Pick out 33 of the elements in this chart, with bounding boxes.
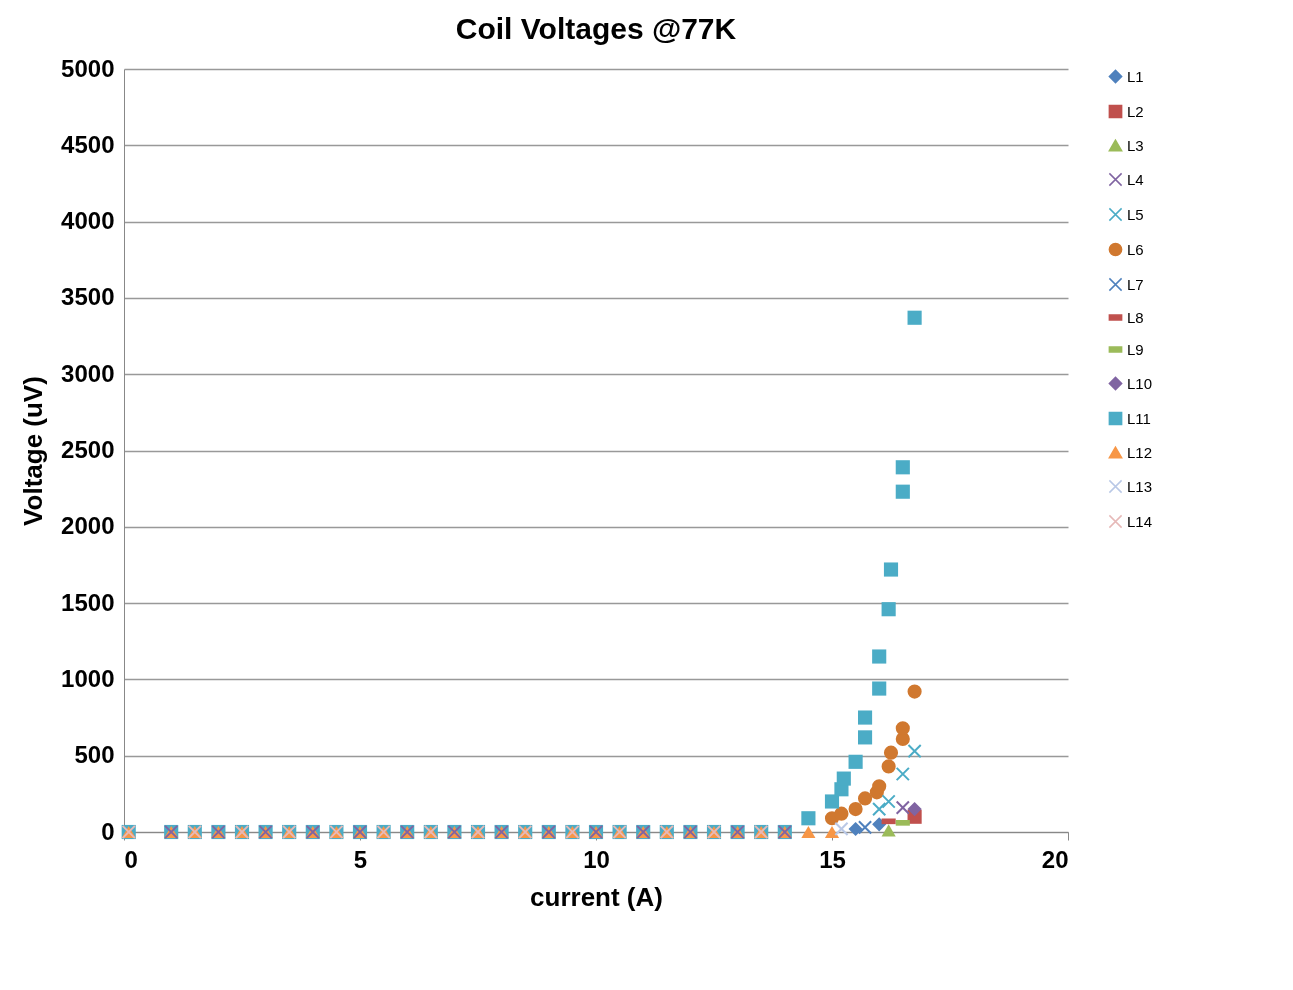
legend-label: L10: [1127, 374, 1153, 392]
legend-label: L4: [1127, 170, 1144, 188]
legend-label: L12: [1127, 443, 1153, 461]
x-tick-label: 5: [353, 845, 368, 873]
y-tick-label: 0: [101, 817, 115, 845]
x-tick-label: 0: [124, 845, 138, 873]
legend-label: L1: [1127, 67, 1144, 85]
legend-label: L8: [1127, 308, 1144, 326]
y-tick-label: 5000: [61, 54, 115, 82]
y-tick-label: 4500: [61, 130, 115, 158]
y-tick-label: 1500: [61, 588, 115, 616]
x-tick-label: 10: [583, 845, 610, 873]
y-tick-label: 4000: [61, 207, 115, 235]
legend-label: L2: [1127, 102, 1144, 120]
y-tick-label: 500: [74, 741, 115, 769]
y-tick-label: 3500: [61, 283, 115, 311]
legend-label: L11: [1127, 409, 1151, 427]
legend-label: L7: [1127, 275, 1144, 293]
legend-label: L3: [1127, 136, 1144, 154]
y-tick-label: 3000: [61, 359, 115, 387]
y-tick-label: 2000: [61, 512, 115, 540]
x-axis-title: current (A): [530, 881, 663, 912]
y-axis-title: Voltage (uV): [18, 376, 49, 526]
y-tick-label: 1000: [61, 664, 115, 692]
x-tick-label: 20: [1041, 845, 1069, 873]
legend-label: L13: [1127, 477, 1153, 495]
legend-label: L14: [1127, 512, 1153, 530]
legend-label: L5: [1127, 205, 1144, 223]
x-tick-label: 15: [819, 845, 846, 873]
chart-title: Coil Voltages @77K: [455, 12, 737, 45]
legend-label: L9: [1127, 340, 1144, 358]
legend-label: L6: [1127, 240, 1144, 258]
y-tick-label: 2500: [61, 436, 115, 463]
